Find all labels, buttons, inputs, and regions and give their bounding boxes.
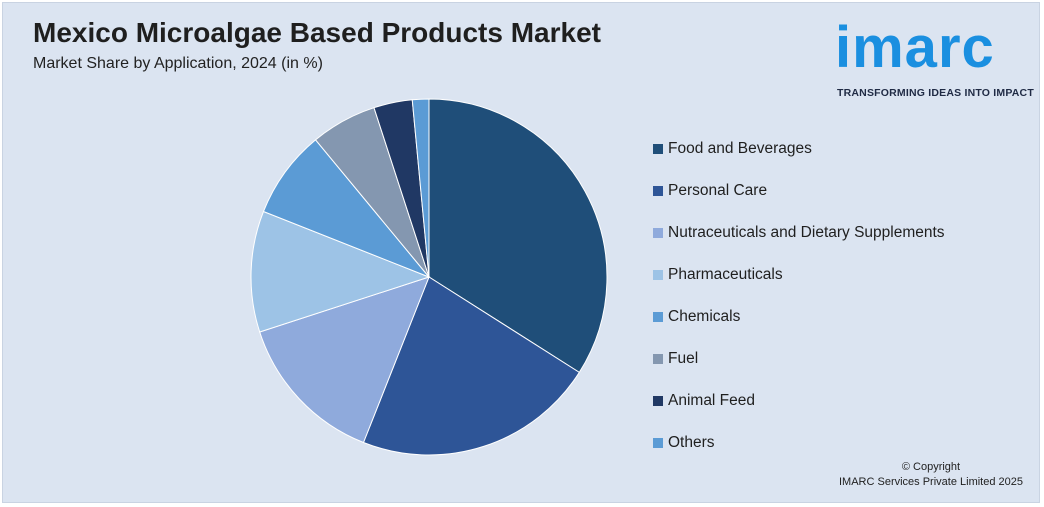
legend-swatch bbox=[653, 144, 663, 154]
pie-slice-chemicals bbox=[262, 139, 430, 278]
legend-swatch bbox=[653, 228, 663, 238]
legend-item-nutraceuticals-and-dietary-supplements: Nutraceuticals and Dietary Supplements bbox=[653, 212, 945, 254]
pie-chart bbox=[250, 98, 608, 456]
pie-slice-pharmaceuticals bbox=[250, 210, 431, 333]
legend-swatch bbox=[653, 438, 663, 448]
legend-swatch bbox=[653, 396, 663, 406]
legend-label: Food and Beverages bbox=[668, 140, 812, 157]
pie-slice-others bbox=[411, 98, 430, 278]
legend-label: Personal Care bbox=[668, 182, 768, 199]
chart-legend: Food and Beverages Personal Care Nutraceut… bbox=[653, 128, 945, 464]
legend-item-animal-feed: Animal Feed bbox=[653, 380, 945, 422]
imarc-logo: imarc TRANSFORMING IDEAS INTO IMPACT bbox=[835, 13, 1035, 103]
legend-label: Others bbox=[668, 434, 715, 451]
legend-item-food-and-beverages: Food and Beverages bbox=[653, 128, 945, 170]
pie-slice-food-and-beverages bbox=[428, 98, 608, 374]
legend-swatch bbox=[653, 312, 663, 322]
copyright-line-2: IMARC Services Private Limited 2025 bbox=[838, 476, 1023, 488]
copyright-line-1: © Copyright bbox=[901, 461, 961, 473]
logo-wordmark: imarc bbox=[835, 15, 995, 80]
legend-label: Nutraceuticals and Dietary Supplements bbox=[668, 224, 945, 241]
legend-label: Animal Feed bbox=[668, 392, 756, 409]
legend-item-others: Others bbox=[653, 422, 945, 464]
copyright: © Copyright IMARC Services Private Limit… bbox=[839, 460, 1023, 490]
legend-swatch bbox=[653, 354, 663, 364]
legend-item-pharmaceuticals: Pharmaceuticals bbox=[653, 254, 945, 296]
legend-label: Chemicals bbox=[668, 308, 741, 325]
legend-item-fuel: Fuel bbox=[653, 338, 945, 380]
legend-swatch bbox=[653, 186, 663, 196]
legend-label: Pharmaceuticals bbox=[668, 266, 783, 283]
legend-label: Fuel bbox=[668, 350, 699, 367]
logo-tagline: TRANSFORMING IDEAS INTO IMPACT bbox=[837, 87, 1034, 99]
legend-item-chemicals: Chemicals bbox=[653, 296, 945, 338]
chart-subtitle: Market Share by Application, 2024 (in %) bbox=[33, 55, 323, 72]
legend-swatch bbox=[653, 270, 663, 280]
pie-slice-personal-care bbox=[362, 276, 580, 456]
chart-title: Mexico Microalgae Based Products Market bbox=[33, 17, 601, 48]
legend-item-personal-care: Personal Care bbox=[653, 170, 945, 212]
